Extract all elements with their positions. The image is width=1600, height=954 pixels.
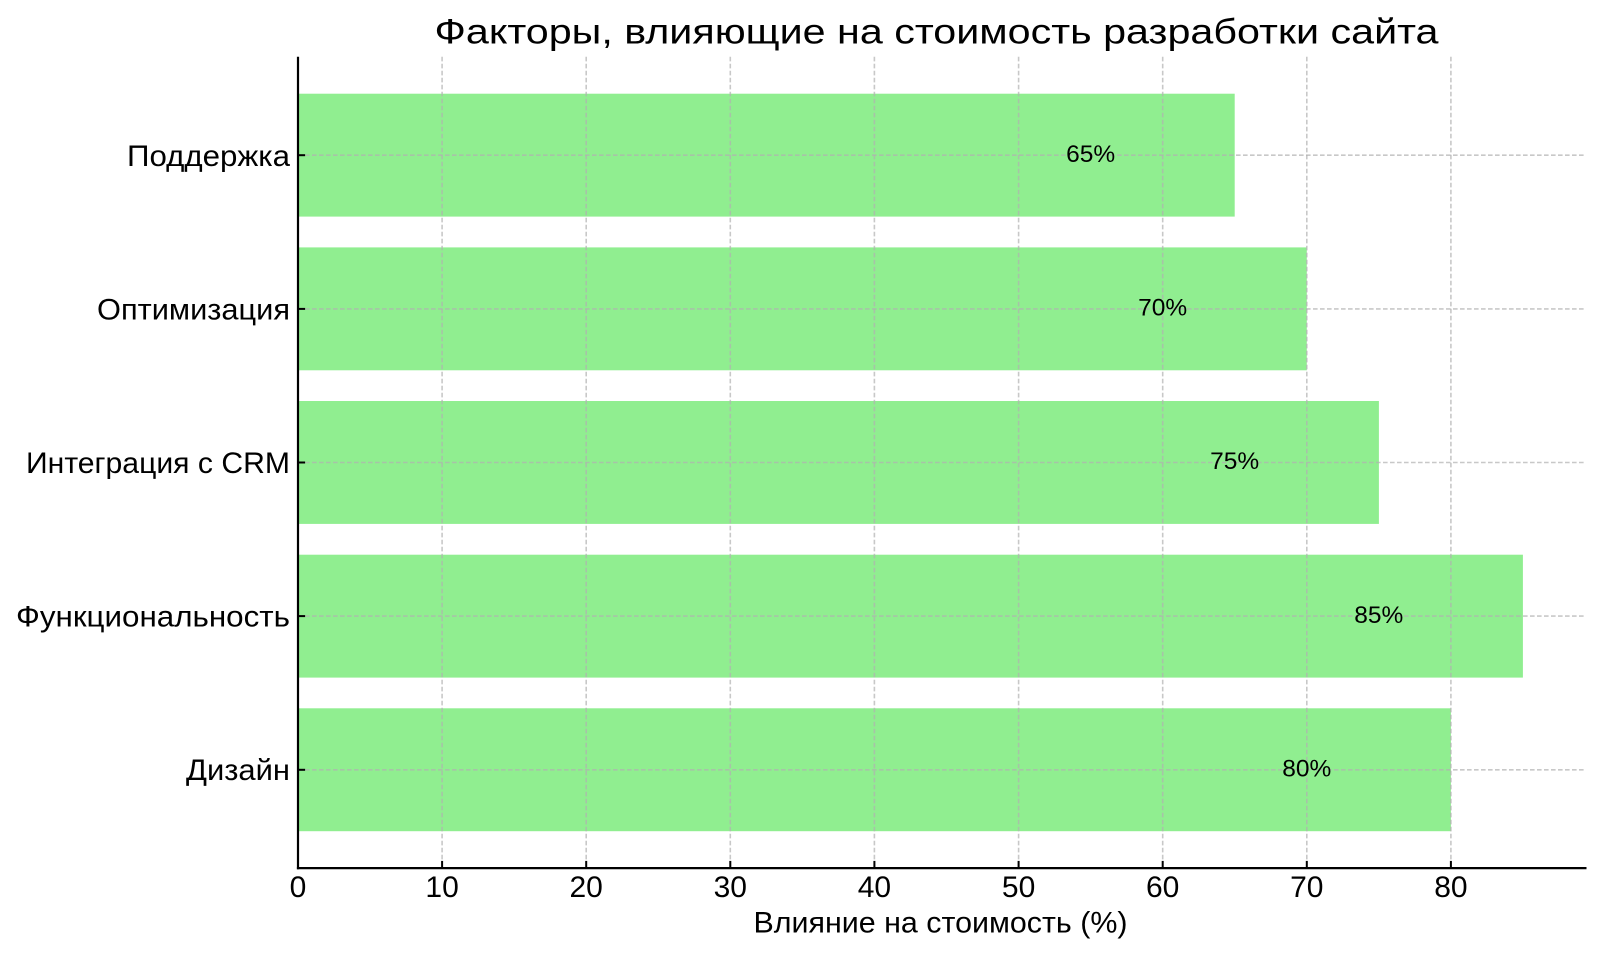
svg-text:50: 50: [1002, 871, 1035, 904]
svg-text:80: 80: [1434, 871, 1467, 904]
svg-text:Оптимизация: Оптимизация: [97, 293, 290, 326]
svg-text:Интеграция с CRM: Интеграция с CRM: [26, 447, 290, 480]
svg-text:Поддержка: Поддержка: [127, 140, 290, 173]
svg-text:Дизайн: Дизайн: [186, 754, 290, 787]
svg-text:Факторы, влияющие на стоимость: Факторы, влияющие на стоимость разработк…: [435, 13, 1440, 52]
svg-text:Функциональность: Функциональность: [16, 601, 290, 634]
svg-text:65%: 65%: [1066, 141, 1115, 168]
svg-text:30: 30: [714, 871, 747, 904]
svg-text:20: 20: [570, 871, 603, 904]
svg-text:60: 60: [1146, 871, 1179, 904]
svg-text:40: 40: [858, 871, 891, 904]
svg-text:75%: 75%: [1210, 448, 1259, 475]
svg-text:85%: 85%: [1354, 602, 1403, 629]
svg-text:0: 0: [290, 871, 307, 904]
svg-text:80%: 80%: [1282, 755, 1331, 782]
svg-text:10: 10: [425, 871, 458, 904]
svg-text:70%: 70%: [1138, 295, 1187, 322]
svg-text:Влияние на стоимость (%): Влияние на стоимость (%): [754, 907, 1128, 940]
svg-text:70: 70: [1290, 871, 1323, 904]
